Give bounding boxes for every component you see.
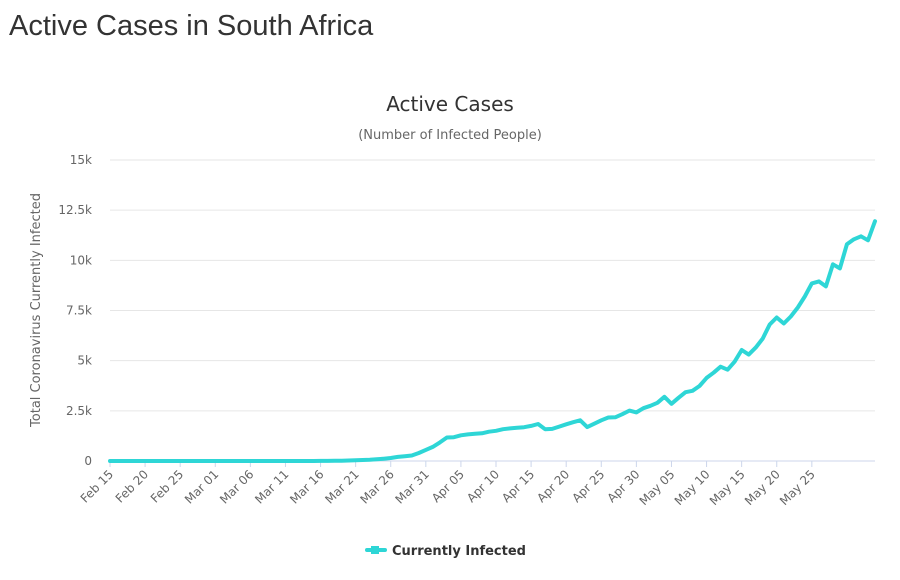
x-tick-label: Feb 15: [78, 467, 116, 505]
page-heading: Active Cases in South Africa: [9, 10, 374, 42]
y-tick-label: 2.5k: [66, 404, 92, 418]
x-tick-label: Feb 25: [148, 467, 186, 505]
grid-lines: [110, 159, 875, 412]
x-tick-label: May 15: [707, 467, 748, 508]
x-tick-label: Apr 05: [429, 467, 467, 505]
plot-area: [108, 219, 877, 463]
x-tick-label: Apr 15: [499, 467, 537, 505]
y-tick-label: 15k: [70, 153, 92, 167]
x-tick-label: Mar 01: [182, 467, 221, 506]
x-tick-label: May 20: [742, 467, 783, 508]
x-tick-label: Mar 26: [357, 467, 396, 506]
x-tick-label: May 10: [672, 467, 713, 508]
legend-symbol: [371, 546, 379, 554]
x-tick-label: Apr 25: [569, 467, 607, 505]
x-tick-label: May 05: [637, 467, 678, 508]
x-tick-label: Mar 06: [217, 467, 256, 506]
legend-series-label: Currently Infected: [392, 544, 526, 559]
x-tick-label: Apr 20: [534, 467, 572, 505]
x-tick-label: Mar 11: [252, 467, 291, 506]
legend[interactable]: Currently Infected: [365, 544, 526, 559]
y-tick-label: 0: [84, 454, 92, 468]
y-axis-ticks: 0 2.5k 5k 7.5k 10k 12.5k 15k: [58, 153, 92, 468]
y-tick-label: 12.5k: [58, 203, 92, 217]
chart-title: Active Cases: [386, 92, 514, 116]
series-line-currently-infected[interactable]: [108, 219, 877, 463]
y-tick-label: 5k: [77, 354, 92, 368]
y-axis-title: Total Coronavirus Currently Infected: [29, 193, 44, 428]
x-tick-label: Mar 16: [287, 467, 326, 506]
x-tick-label: Apr 10: [464, 467, 502, 505]
y-tick-label: 7.5k: [66, 304, 92, 318]
x-tick-label: May 25: [777, 467, 818, 508]
x-tick-label: Feb 20: [113, 467, 151, 505]
x-tick-label: Mar 31: [393, 467, 432, 506]
x-tick-label: Mar 21: [322, 467, 361, 506]
y-tick-label: 10k: [70, 253, 92, 267]
chart-subtitle: (Number of Infected People): [358, 128, 542, 143]
